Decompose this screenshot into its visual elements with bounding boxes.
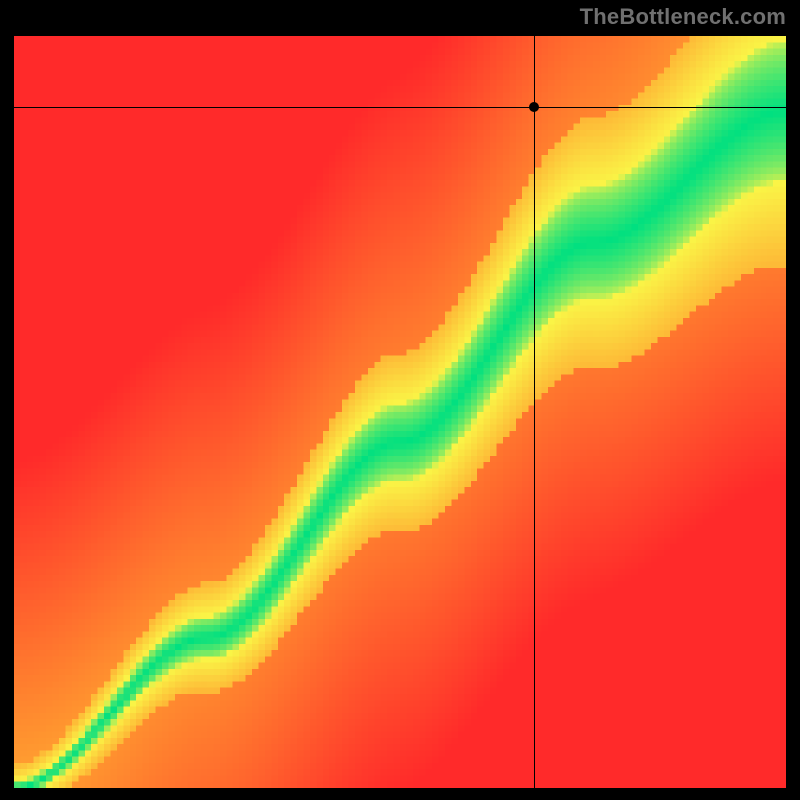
container: TheBottleneck.com (0, 0, 800, 800)
heatmap-canvas (14, 36, 786, 788)
attribution-label: TheBottleneck.com (580, 4, 786, 30)
crosshair-marker (529, 102, 539, 112)
plot-area (14, 36, 786, 788)
crosshair-horizontal (14, 107, 786, 108)
crosshair-vertical (534, 36, 535, 788)
